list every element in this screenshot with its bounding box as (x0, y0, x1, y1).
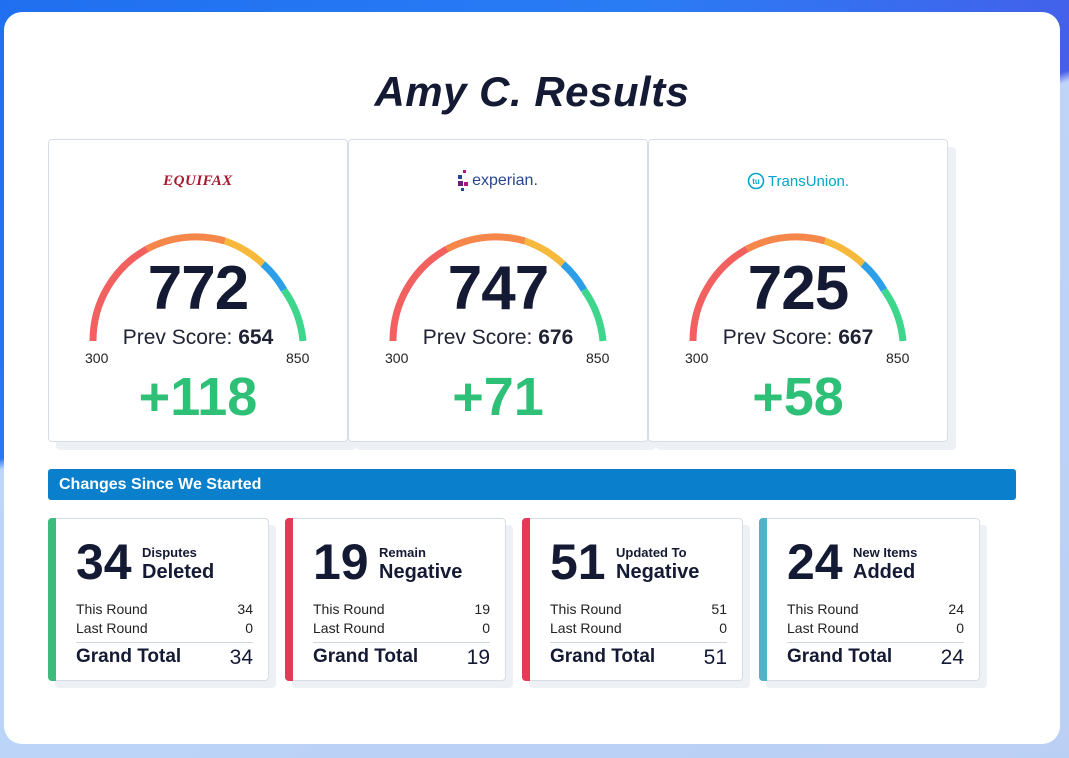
this-round-row: This Round 34 (76, 601, 253, 617)
this-round-row: This Round 24 (787, 601, 964, 617)
stat-label-top: Disputes (142, 545, 197, 560)
experian-logo: experian. (349, 168, 647, 194)
row-value: 51 (711, 601, 727, 617)
row-label: Last Round (787, 620, 859, 636)
row-value: 19 (466, 646, 490, 669)
equifax-score-card: EQUIFAX 772 Prev Score: 654 300 850 +118 (48, 139, 348, 442)
row-label: Last Round (313, 620, 385, 636)
row-label: Grand Total (76, 646, 182, 667)
stat-count: 51 (550, 534, 606, 590)
stat-label-top: Remain (379, 545, 426, 560)
row-value: 34 (229, 646, 253, 669)
stat-count: 34 (76, 534, 132, 590)
row-value: 34 (237, 601, 253, 617)
gauge-min: 300 (685, 350, 709, 366)
stat-label-bottom: Negative (616, 561, 700, 583)
experian-delta: +71 (452, 367, 544, 427)
stat-label-top: New Items (853, 545, 918, 560)
transunion-delta: +58 (752, 367, 844, 427)
prev-score-value: 667 (838, 326, 874, 349)
row-value: 0 (956, 620, 964, 636)
results-panel: Amy C. Results EQUIFAX 772 Prev Score: 6… (4, 12, 1060, 744)
row-value: 51 (703, 646, 727, 669)
transunion-gauge (689, 233, 907, 342)
gauge-max: 850 (586, 350, 610, 366)
this-round-row: This Round 51 (550, 601, 727, 617)
transunion-score: 725 (747, 254, 849, 323)
transunion-logo-icon: tu (747, 172, 765, 190)
experian-score: 747 (447, 254, 549, 323)
grand-total-row: Grand Total 19 (313, 642, 490, 670)
status-stripe (522, 518, 530, 681)
gauge-min: 300 (385, 350, 409, 366)
changes-section-header: Changes Since We Started (48, 469, 1016, 500)
prev-score-value: 676 (538, 326, 574, 349)
page-title: Amy C. Results (374, 68, 690, 115)
stat-count: 24 (787, 534, 843, 590)
equifax-logo: EQUIFAX (49, 168, 347, 194)
status-stripe (285, 518, 293, 681)
status-stripe (759, 518, 767, 681)
row-label: Grand Total (787, 646, 893, 667)
row-label: Last Round (76, 620, 148, 636)
stat-count: 19 (313, 534, 369, 590)
new-items-added-card: 24 New Items Added This Round 24 Last Rou… (759, 518, 980, 681)
status-stripe (48, 518, 56, 681)
equifax-prev-score: Prev Score: 654 (49, 326, 347, 350)
grand-total-row: Grand Total 34 (76, 642, 253, 670)
experian-prev-score: Prev Score: 676 (349, 326, 647, 350)
row-value: 0 (482, 620, 490, 636)
this-round-row: This Round 19 (313, 601, 490, 617)
row-label: Grand Total (313, 646, 419, 667)
row-value: 24 (948, 601, 964, 617)
updated-to-negative-card: 51 Updated To Negative This Round 51 Last… (522, 518, 743, 681)
experian-dots-icon (458, 170, 469, 191)
experian-gauge (389, 233, 607, 342)
prev-score-label: Prev Score: (422, 326, 533, 349)
transunion-prev-score: Prev Score: 667 (649, 326, 947, 350)
equifax-gauge (89, 233, 307, 342)
stat-label-bottom: Deleted (142, 561, 215, 583)
row-label: This Round (76, 601, 148, 617)
remain-negative-card: 19 Remain Negative This Round 19 Last Rou… (285, 518, 506, 681)
stat-label-top: Updated To (616, 545, 687, 560)
row-value: 0 (719, 620, 727, 636)
row-label: This Round (313, 601, 385, 617)
prev-score-label: Prev Score: (722, 326, 833, 349)
last-round-row: Last Round 0 (76, 620, 253, 636)
gauge-max: 850 (886, 350, 910, 366)
equifax-score: 772 (147, 254, 249, 323)
last-round-row: Last Round 0 (550, 620, 727, 636)
stat-label-bottom: Negative (379, 561, 463, 583)
gauge-max: 850 (286, 350, 310, 366)
row-value: 19 (474, 601, 490, 617)
gauge-min: 300 (85, 350, 109, 366)
last-round-row: Last Round 0 (313, 620, 490, 636)
transunion-logo-text: TransUnion. (767, 172, 850, 190)
row-value: 0 (245, 620, 253, 636)
transunion-logo: tu TransUnion. (649, 168, 947, 194)
disputes-deleted-card: 34 Disputes Deleted This Round 34 Last Ro… (48, 518, 269, 681)
prev-score-value: 654 (238, 326, 274, 349)
prev-score-label: Prev Score: (122, 326, 233, 349)
equifax-logo-text: EQUIFAX (163, 172, 233, 189)
experian-score-card: experian. 747 Prev Score: 676 300 850 +7… (348, 139, 648, 442)
transunion-score-card: tu TransUnion. 725 Prev Score: 667 300 8… (648, 139, 948, 442)
grand-total-row: Grand Total 24 (787, 642, 964, 670)
experian-logo-text: experian. (472, 172, 538, 189)
row-label: This Round (550, 601, 622, 617)
row-label: This Round (787, 601, 859, 617)
equifax-delta: +118 (138, 367, 258, 427)
last-round-row: Last Round 0 (787, 620, 964, 636)
row-label: Last Round (550, 620, 622, 636)
grand-total-row: Grand Total 51 (550, 642, 727, 670)
svg-text:tu: tu (752, 177, 760, 186)
stat-label-bottom: Added (853, 561, 916, 583)
row-label: Grand Total (550, 646, 656, 667)
row-value: 24 (940, 646, 964, 669)
